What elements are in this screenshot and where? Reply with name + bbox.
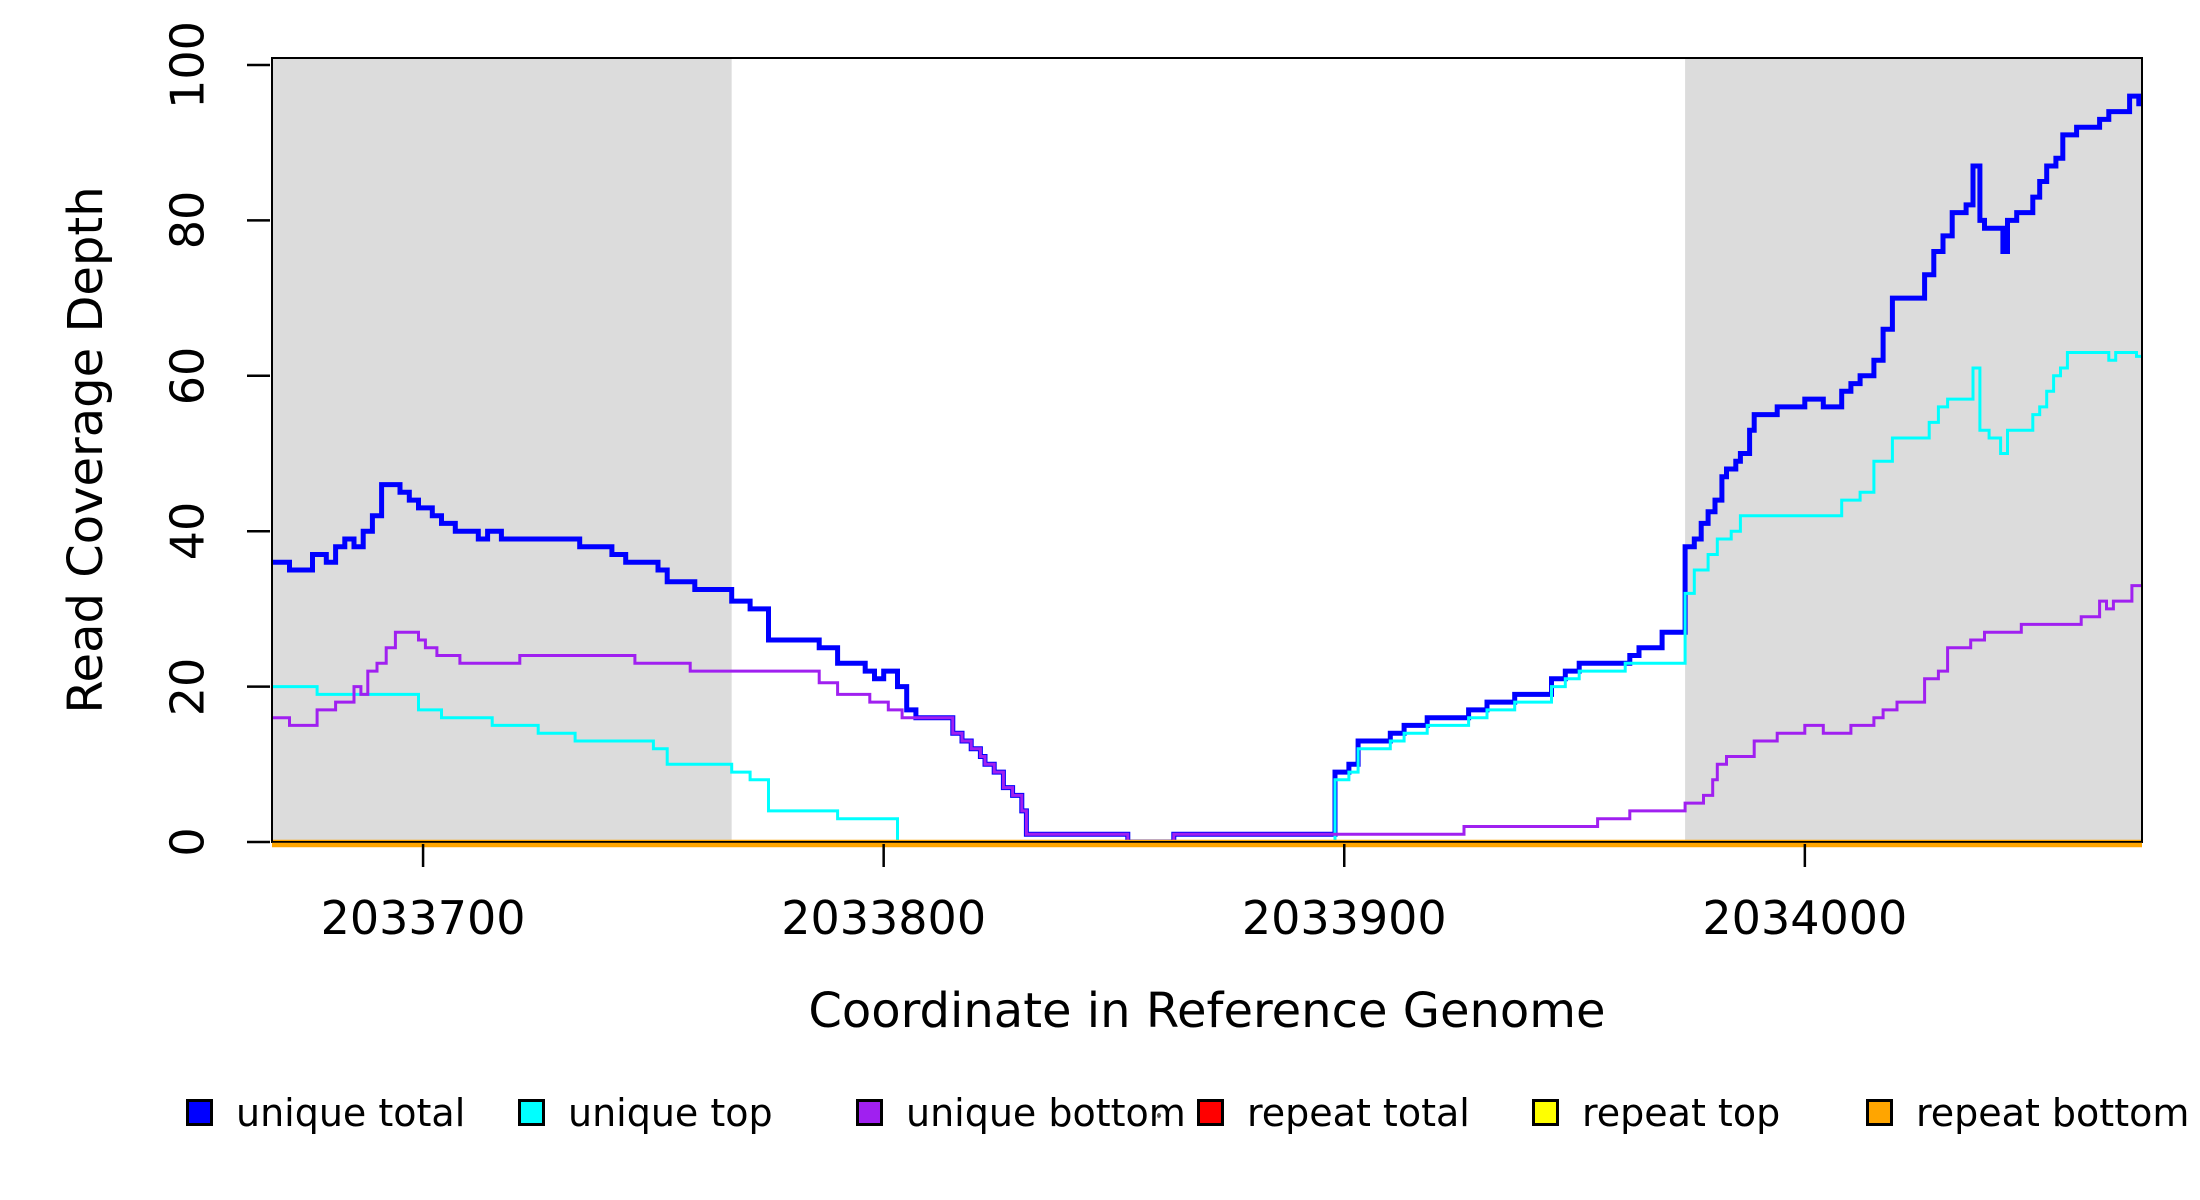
x-tick-label: 2034000 [1702,891,1908,945]
stray-dot [1157,1113,1161,1118]
y-axis-title: Read Coverage Depth [58,186,114,714]
legend-label-repeat-total: repeat total [1247,1091,1470,1135]
series-line-unique-top [272,351,2142,844]
y-tick-label: 60 [160,346,215,406]
legend-swatch-repeat-top [1532,1099,1559,1126]
legend-label-unique-total: unique total [236,1091,466,1135]
x-tick-label: 2033900 [1241,891,1447,945]
plot-frame [271,57,2143,843]
legend-label-repeat-top: repeat top [1582,1091,1781,1135]
y-tick-label: 20 [160,657,215,716]
series-line-unique-total [272,93,2142,845]
y-tick-label: 100 [160,21,215,109]
x-axis-title: Coordinate in Reference Genome [808,983,1606,1039]
legend-swatch-unique-total [186,1099,213,1126]
y-tick-label: 40 [160,501,215,561]
legend-swatch-unique-bottom [856,1099,883,1126]
x-tick-label: 2033800 [781,891,987,945]
highlight-region [1685,58,2142,842]
legend-swatch-unique-top [518,1099,545,1126]
series-line-unique-bottom [272,584,2142,844]
legend-label-unique-bottom: unique bottom [906,1091,1186,1135]
legend-label-repeat-bottom: repeat bottom [1916,1091,2190,1135]
legend-label-unique-top: unique top [568,1091,773,1135]
x-tick-label: 2033700 [320,891,526,945]
legend-swatch-repeat-bottom [1866,1099,1893,1126]
highlight-region [272,58,732,842]
y-tick-label: 0 [160,827,215,857]
legend-swatch-repeat-total [1197,1099,1224,1126]
y-tick-label: 80 [160,191,215,250]
